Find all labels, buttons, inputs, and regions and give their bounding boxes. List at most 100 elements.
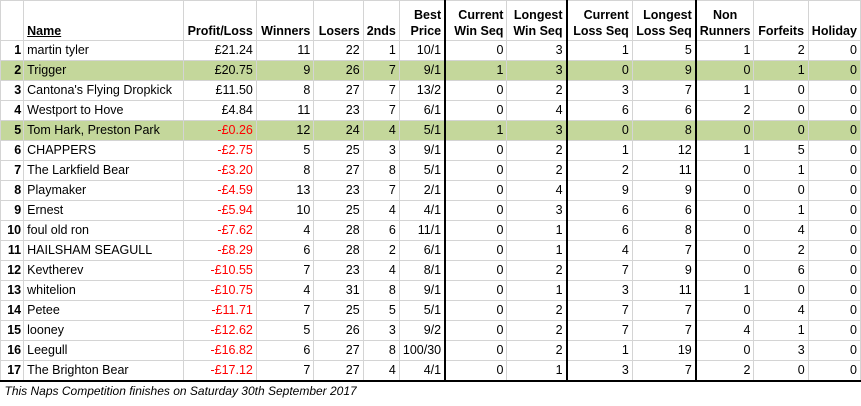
losers-cell: 27 [313,160,364,181]
holiday-cell: 0 [807,120,861,141]
best-price-cell: 9/2 [398,320,447,341]
current-win-seq-cell: 0 [444,240,508,261]
profit-loss-cell: £4.84 [183,100,257,121]
rank-cell: 5 [0,120,25,141]
current-loss-seq-cell: 7 [566,320,633,341]
player-name-cell: martin tyler [23,40,185,61]
seconds-cell: 4 [362,120,400,141]
current-loss-seq-header: Current Loss Seq [566,0,633,41]
profit-loss-cell: -£4.59 [183,180,257,201]
seconds-cell: 6 [362,220,400,241]
non-runners-cell: 0 [695,260,755,281]
seconds-cell: 7 [362,60,400,81]
current-win-seq-cell: 0 [444,300,508,321]
best-price-cell: 2/1 [398,180,447,201]
longest-win-seq-header: Longest Win Seq [506,0,568,41]
table-row: 7 The Larkfield Bear -£3.20 8 27 8 5/1 0 2 2 11 0 1 0 [0,160,861,181]
seconds-cell: 3 [362,140,400,161]
seconds-header: 2nds [362,0,400,41]
longest-loss-seq-cell: 7 [631,240,697,261]
seconds-cell: 2 [362,240,400,261]
losers-cell: 27 [313,80,364,101]
holiday-cell: 0 [807,240,861,261]
rank-cell: 1 [0,40,25,61]
longest-win-seq-cell: 3 [506,200,568,221]
best-price-header-line2: Price [410,24,442,38]
longest-loss-seq-cell: 8 [631,120,697,141]
current-win-seq-cell: 0 [444,140,508,161]
current-loss-seq-cell: 6 [566,220,633,241]
holiday-cell: 0 [807,180,861,201]
footer-row: This Naps Competition finishes on Saturd… [1,381,861,401]
holiday-header: Holiday [807,0,861,41]
player-name-cell: HAILSHAM SEAGULL [23,240,185,261]
holiday-cell: 0 [807,300,861,321]
rank-cell: 10 [0,220,25,241]
player-name-cell: Tom Hark, Preston Park [23,120,185,141]
best-price-cell: 9/1 [398,60,447,81]
profit-loss-cell: -£11.71 [183,300,257,321]
losers-header: Losers [313,0,364,41]
profit-loss-cell: £20.75 [183,60,257,81]
winners-cell: 9 [255,60,315,81]
current-win-seq-header: Current Win Seq [444,0,508,41]
player-name-cell: Leegull [23,340,185,361]
losers-cell: 24 [313,120,364,141]
rank-cell: 13 [0,280,25,301]
forfeits-cell: 0 [753,360,809,382]
player-name-cell: Trigger [23,60,185,81]
seconds-cell: 1 [362,40,400,61]
longest-loss-seq-cell: 7 [631,320,697,341]
rank-cell: 14 [0,300,25,321]
winners-cell: 7 [255,300,315,321]
holiday-cell: 0 [807,80,861,101]
forfeits-cell: 2 [753,240,809,261]
name-header: Name [23,0,185,41]
non-runners-cell: 0 [695,240,755,261]
holiday-cell: 0 [807,320,861,341]
non-runners-header: Non Runners [695,0,755,41]
player-name-cell: Kevtherev [23,260,185,281]
longest-win-seq-header-line1: Longest [513,8,563,22]
best-price-cell: 6/1 [398,240,447,261]
non-runners-cell: 2 [695,100,755,121]
rank-cell: 12 [0,260,25,281]
forfeits-cell: 4 [753,300,809,321]
seconds-cell: 8 [362,340,400,361]
best-price-cell: 6/1 [398,100,447,121]
winners-header: Winners [255,0,315,41]
longest-win-seq-cell: 3 [506,60,568,81]
holiday-cell: 0 [807,260,861,281]
longest-loss-seq-cell: 5 [631,40,697,61]
table-row: 5 Tom Hark, Preston Park -£0.26 12 24 4 5/1 1 3 0… [0,120,861,141]
winners-cell: 5 [255,140,315,161]
forfeits-cell: 1 [753,200,809,221]
player-name-cell: Cantona's Flying Dropkick [23,80,185,101]
holiday-cell: 0 [807,280,861,301]
rank-cell: 11 [0,240,25,261]
winners-cell: 5 [255,320,315,341]
non-runners-cell: 0 [695,160,755,181]
forfeits-cell: 0 [753,80,809,101]
holiday-cell: 0 [807,360,861,382]
current-loss-seq-cell: 0 [566,60,633,81]
rank-cell: 15 [0,320,25,341]
holiday-cell: 0 [807,340,861,361]
table-row: 13 whitelion -£10.75 4 31 8 9/1 0 1 3 11 1 0 0 [0,280,861,301]
winners-cell: 4 [255,220,315,241]
non-runners-cell: 0 [695,340,755,361]
longest-loss-seq-cell: 8 [631,220,697,241]
holiday-cell: 0 [807,140,861,161]
seconds-cell: 4 [362,260,400,281]
profit-loss-cell: £21.24 [183,40,257,61]
best-price-cell: 100/30 [398,340,447,361]
non-runners-cell: 4 [695,320,755,341]
longest-win-seq-cell: 2 [506,80,568,101]
holiday-cell: 0 [807,100,861,121]
current-win-seq-cell: 0 [444,320,508,341]
current-loss-seq-cell: 1 [566,40,633,61]
holiday-cell: 0 [807,60,861,81]
forfeits-cell: 0 [753,180,809,201]
current-loss-seq-cell: 7 [566,260,633,281]
player-name-cell: Ernest [23,200,185,221]
